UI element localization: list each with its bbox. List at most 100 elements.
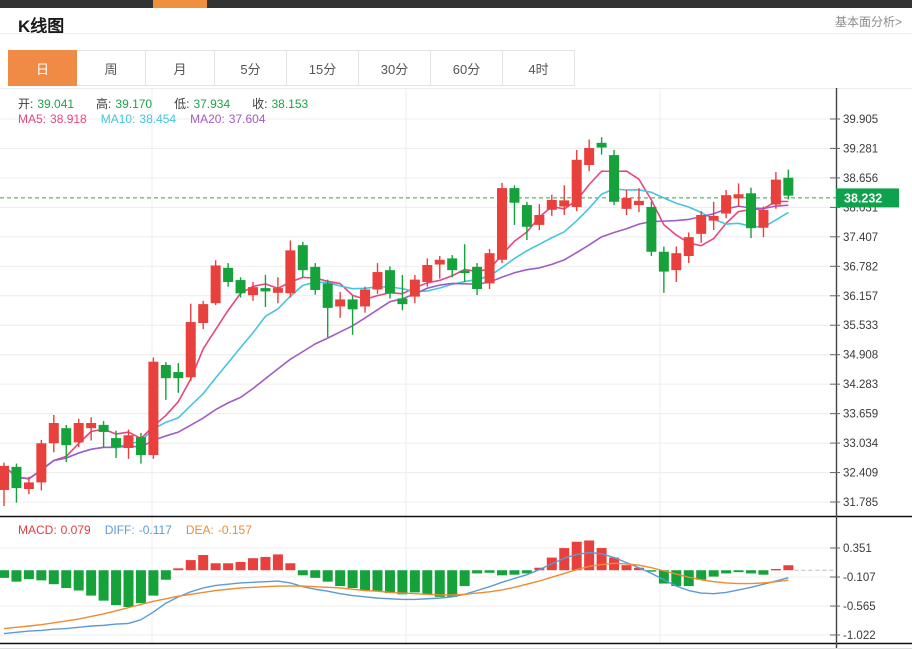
macd-bar[interactable] [322, 570, 333, 582]
candle[interactable] [335, 299, 346, 307]
candle[interactable] [497, 188, 507, 260]
candle[interactable] [347, 299, 358, 310]
macd-bar[interactable] [372, 570, 383, 592]
candle[interactable] [546, 199, 557, 210]
candle[interactable] [310, 266, 321, 290]
interval-tab-日[interactable]: 日 [8, 50, 77, 86]
interval-tab-15分[interactable]: 15分 [287, 50, 359, 86]
macd-bar[interactable] [123, 570, 134, 607]
macd-bar[interactable] [0, 570, 9, 578]
macd-bar[interactable] [758, 570, 769, 575]
candle[interactable] [633, 200, 644, 206]
candle[interactable] [770, 179, 781, 205]
interval-tab-月[interactable]: 月 [146, 50, 215, 86]
candle[interactable] [621, 198, 632, 209]
interval-tab-4时[interactable]: 4时 [503, 50, 575, 86]
candle[interactable] [0, 465, 9, 490]
candle[interactable] [447, 258, 458, 271]
macd-bar[interactable] [223, 563, 234, 571]
macd-bar[interactable] [23, 570, 34, 580]
candle[interactable] [459, 270, 470, 274]
candle[interactable] [472, 266, 483, 290]
macd-bar[interactable] [135, 570, 146, 604]
macd-bar[interactable] [459, 570, 470, 587]
candle[interactable] [746, 193, 756, 229]
candle[interactable] [272, 288, 283, 293]
candle[interactable] [73, 422, 84, 443]
macd-bar[interactable] [285, 563, 296, 571]
macd-bar[interactable] [409, 570, 420, 593]
macd-bar[interactable] [484, 570, 495, 573]
candle[interactable] [609, 155, 620, 202]
macd-bar[interactable] [297, 570, 308, 576]
candle[interactable] [422, 264, 433, 282]
candle[interactable] [36, 443, 47, 483]
candle[interactable] [198, 304, 209, 323]
candle[interactable] [322, 283, 333, 308]
macd-bar[interactable] [272, 554, 283, 571]
candle[interactable] [111, 438, 122, 448]
candle[interactable] [384, 270, 395, 294]
macd-bar[interactable] [472, 570, 483, 574]
macd-bar[interactable] [61, 570, 72, 588]
candle[interactable] [584, 148, 595, 165]
interval-tab-30分[interactable]: 30分 [359, 50, 431, 86]
interval-tab-60分[interactable]: 60分 [431, 50, 503, 86]
macd-bar[interactable] [73, 570, 84, 591]
candle[interactable] [98, 424, 109, 432]
macd-bar[interactable] [148, 570, 159, 596]
candle[interactable] [160, 364, 171, 379]
candle[interactable] [708, 215, 719, 221]
macd-bar[interactable] [783, 565, 794, 571]
candle[interactable] [235, 280, 246, 294]
candle[interactable] [297, 245, 308, 271]
macd-bar[interactable] [422, 570, 433, 595]
macd-bar[interactable] [633, 567, 644, 571]
macd-bar[interactable] [696, 570, 707, 580]
candle[interactable] [372, 272, 383, 290]
macd-bar[interactable] [160, 570, 171, 580]
macd-bar[interactable] [584, 540, 595, 571]
macd-bar[interactable] [384, 570, 395, 594]
macd-bar[interactable] [559, 548, 570, 571]
macd-bar[interactable] [185, 560, 196, 571]
candle[interactable] [521, 205, 532, 227]
candle[interactable] [360, 289, 371, 307]
candle[interactable] [683, 237, 694, 257]
macd-bar[interactable] [347, 570, 358, 588]
candle[interactable] [23, 482, 34, 490]
candle[interactable] [185, 322, 196, 378]
macd-bar[interactable] [173, 568, 184, 571]
candle[interactable] [148, 361, 159, 456]
macd-bar[interactable] [248, 558, 258, 571]
candle[interactable] [223, 267, 234, 282]
candle[interactable] [397, 298, 408, 305]
interval-tab-周[interactable]: 周 [77, 50, 146, 86]
macd-bar[interactable] [447, 570, 458, 597]
macd-bar[interactable] [48, 570, 59, 585]
fundamental-analysis-link[interactable]: 基本面分析> [834, 15, 902, 29]
macd-bar[interactable] [509, 570, 520, 575]
macd-bar[interactable] [98, 570, 109, 601]
macd-bar[interactable] [521, 570, 532, 574]
candle[interactable] [534, 214, 545, 225]
candle[interactable] [260, 288, 271, 292]
macd-bar[interactable] [733, 570, 744, 573]
candle[interactable] [559, 200, 570, 207]
macd-bar[interactable] [36, 570, 47, 581]
candle[interactable] [721, 195, 732, 214]
macd-bar[interactable] [571, 541, 582, 571]
candle[interactable] [123, 435, 134, 448]
candle[interactable] [646, 206, 657, 252]
macd-bar[interactable] [621, 565, 632, 571]
candle[interactable] [758, 209, 769, 228]
macd-bar[interactable] [210, 563, 221, 571]
candle[interactable] [409, 279, 420, 297]
candle[interactable] [658, 251, 669, 272]
macd-bar[interactable] [310, 570, 321, 578]
macd-bar[interactable] [397, 570, 408, 595]
candle[interactable] [86, 422, 97, 429]
candle[interactable] [596, 142, 607, 148]
candle[interactable] [571, 159, 582, 207]
